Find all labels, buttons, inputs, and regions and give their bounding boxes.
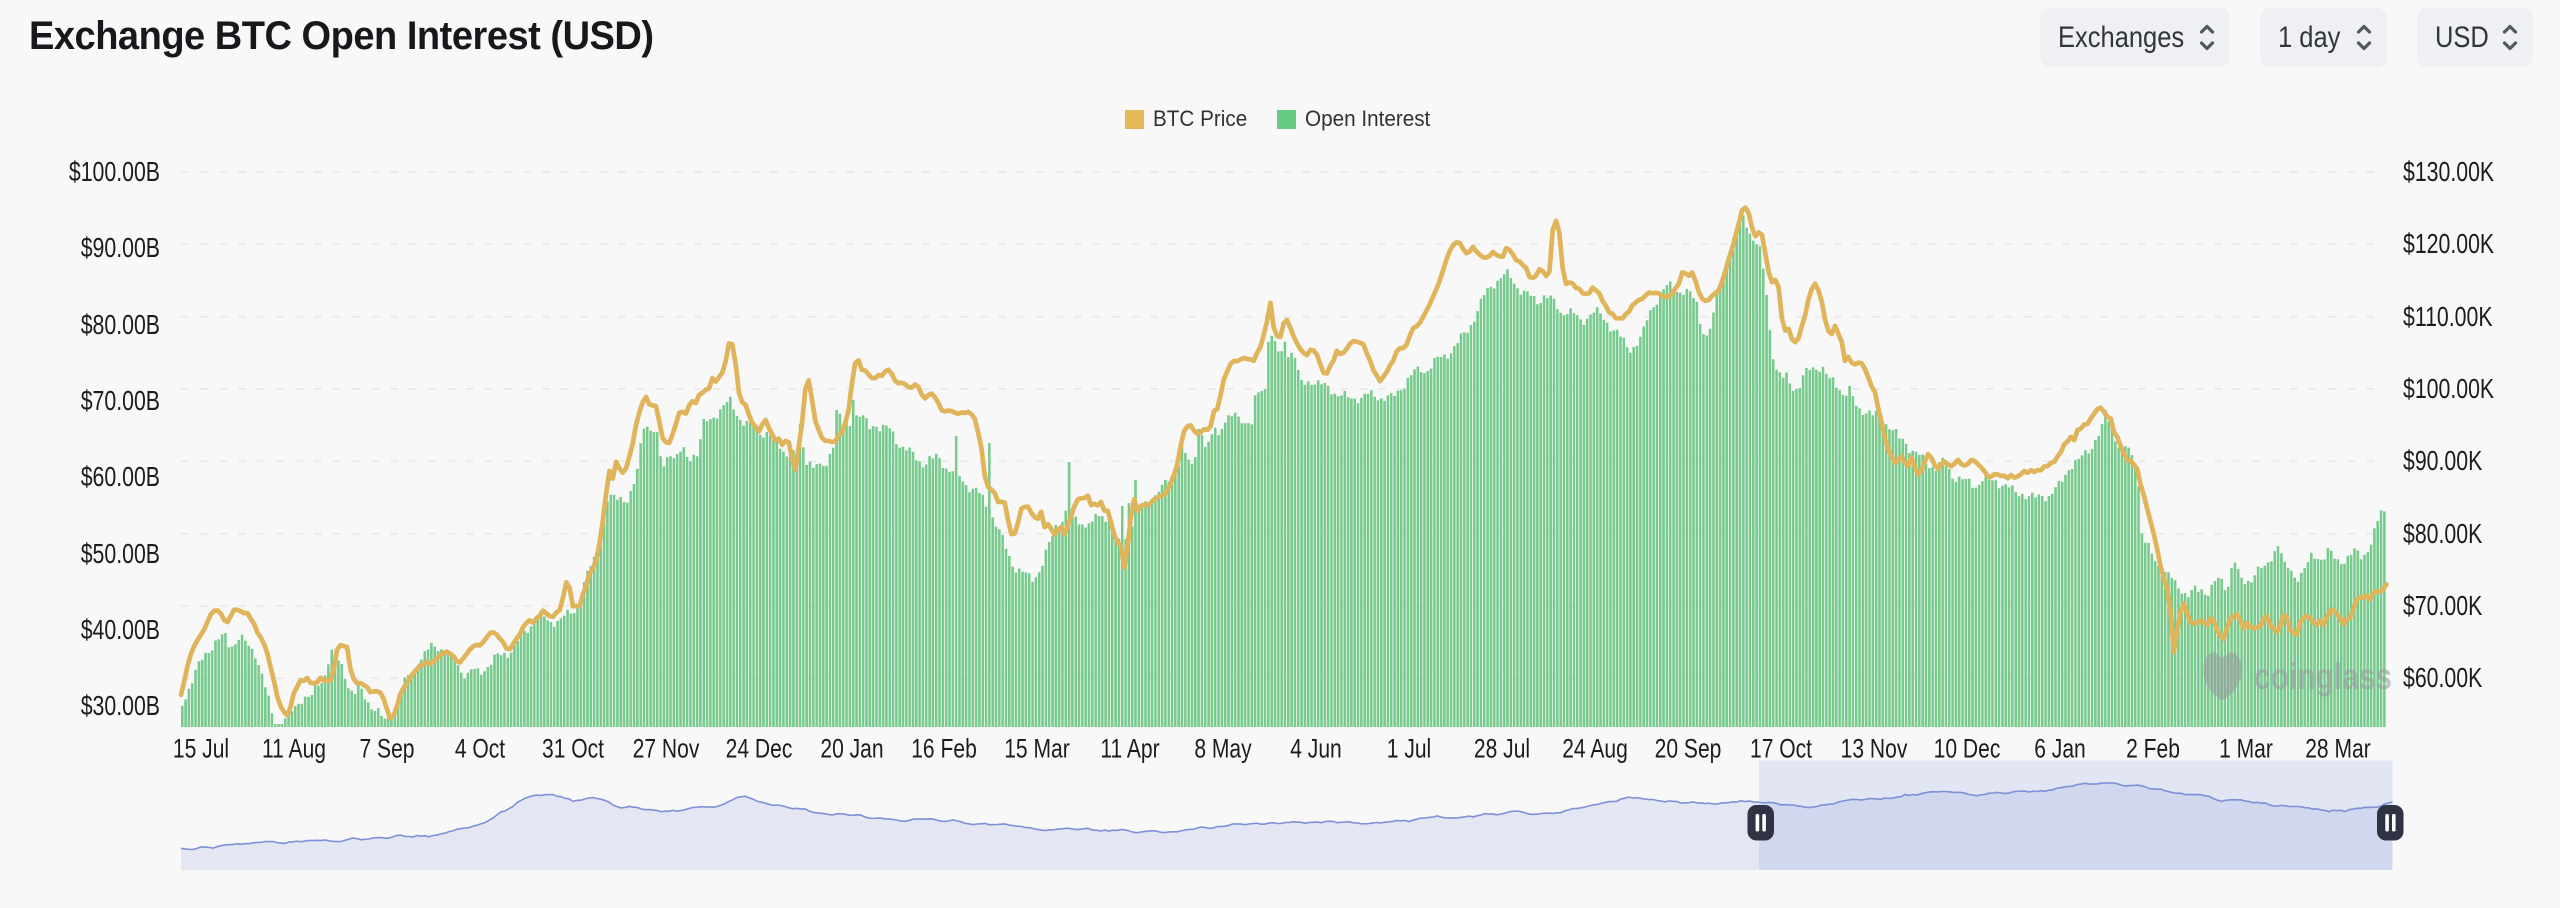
svg-text:coinglass: coinglass (2254, 656, 2392, 697)
